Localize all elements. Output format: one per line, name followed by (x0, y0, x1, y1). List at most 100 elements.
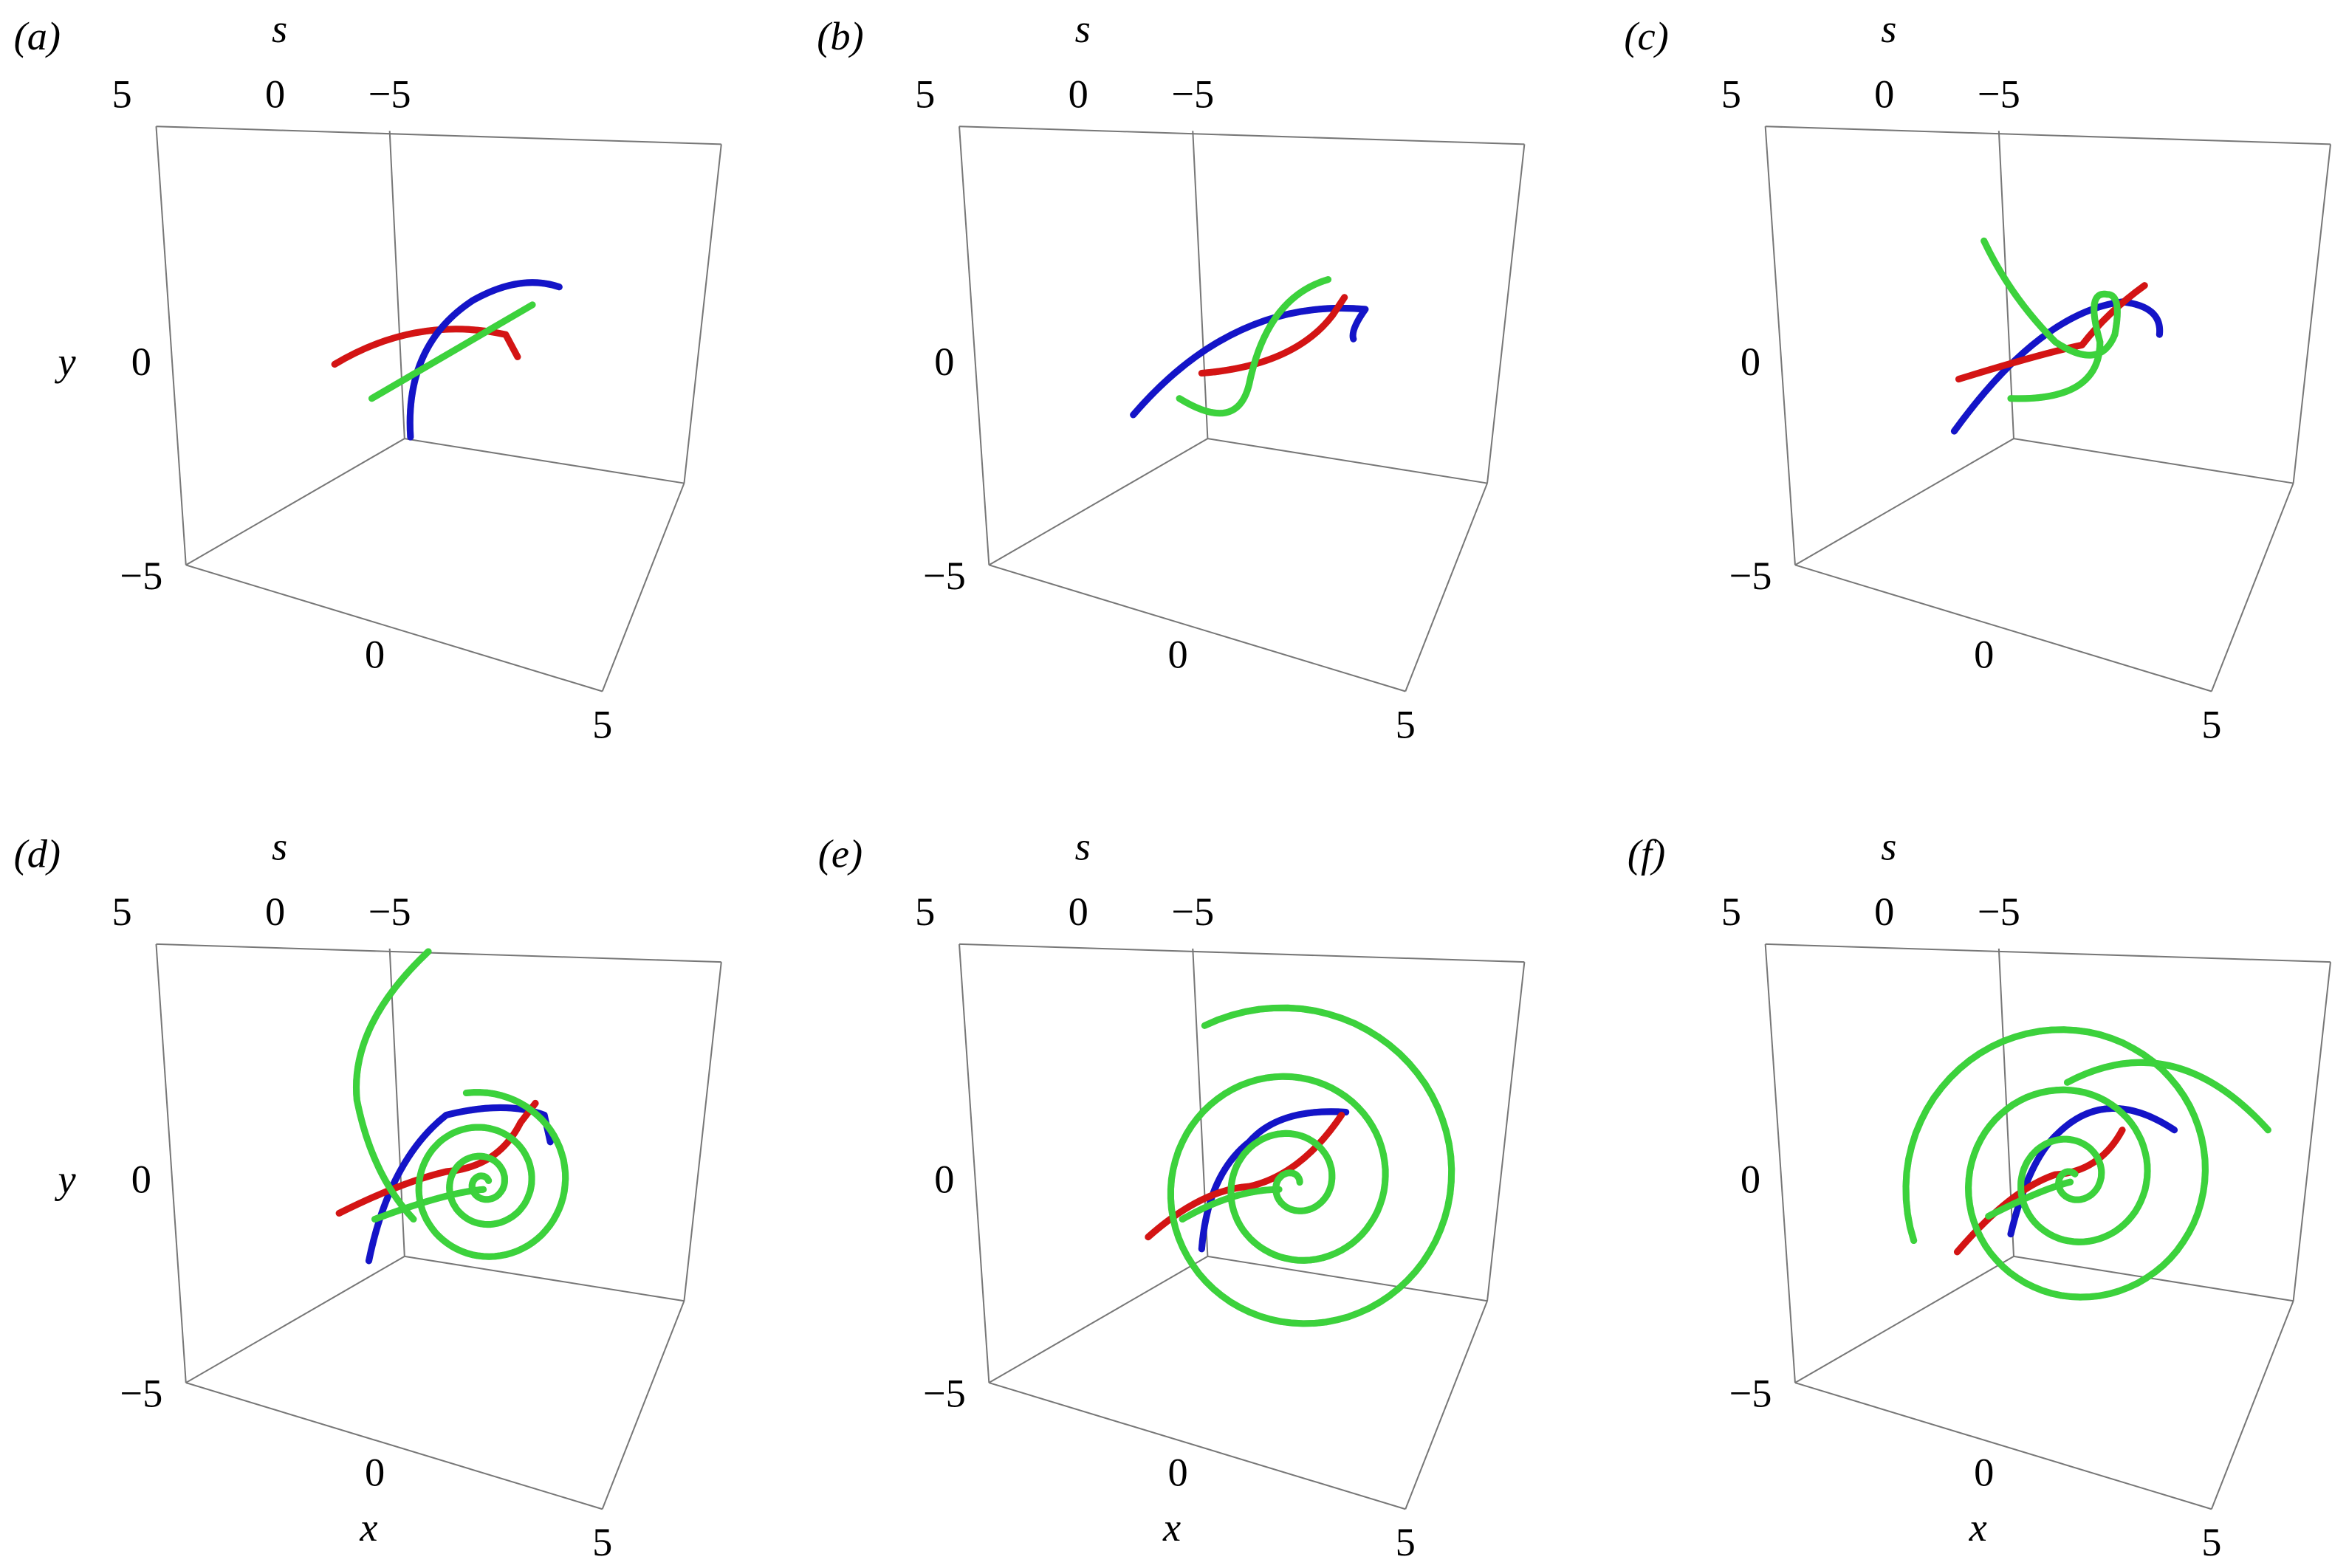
s-tick-label: 0 (1069, 890, 1088, 934)
box-edge (1794, 1255, 2014, 1383)
trajectory (353, 948, 432, 1223)
y-tick-label: −5 (120, 554, 162, 598)
s-tick-label: 5 (112, 72, 132, 116)
x-tick-label: 5 (1396, 1520, 1416, 1564)
curve-outline (1176, 276, 1332, 417)
x-tick-label: 0 (1974, 633, 1994, 677)
box-edge (989, 1382, 1406, 1510)
trajectory (368, 301, 536, 402)
x-tick-label: 0 (1974, 1450, 1994, 1494)
panel: (d) s 5 0 −5 0 −5 0 5 y x (14, 825, 722, 1564)
box-edge (155, 943, 187, 1383)
panel-label: (f) (1628, 832, 1665, 876)
y-tick-label: 0 (934, 1158, 954, 1202)
trajectory (406, 279, 563, 441)
trajectory (1130, 304, 1369, 419)
box-edge (1486, 144, 1526, 484)
y-tick-label: −5 (923, 554, 966, 598)
panel-label: (d) (14, 832, 61, 876)
panel: (f) s 5 0 −5 0 −5 0 5 x (1628, 825, 2331, 1564)
trajectory (2063, 1059, 2271, 1134)
y-tick-label: 0 (131, 340, 151, 384)
box-edge (404, 1255, 685, 1302)
s-tick-label: 0 (265, 890, 285, 934)
s-tick-label: 5 (112, 890, 132, 934)
s-tick-label: 5 (1721, 72, 1741, 116)
box-edge (1486, 961, 1526, 1301)
s-axis-title: s (1075, 7, 1091, 51)
y-tick-label: 0 (934, 340, 954, 384)
box-edge (2210, 483, 2294, 692)
s-tick-label: −5 (1978, 890, 2020, 934)
x-tick-label: 5 (1396, 702, 1416, 746)
box-edge (2292, 961, 2331, 1301)
trajectory (1953, 1127, 2126, 1256)
trajectory (1198, 294, 1348, 377)
s-tick-label: −5 (1978, 72, 2020, 116)
panel-label: (a) (14, 14, 61, 58)
y-axis-title: y (55, 1158, 77, 1202)
box-edge (1794, 564, 2212, 692)
x-tick-label: 0 (1168, 633, 1188, 677)
box-edge (959, 943, 1525, 963)
s-tick-label: 0 (265, 72, 285, 116)
box-edge (1405, 483, 1488, 692)
box-edge (1765, 125, 2331, 145)
box-edge (2292, 144, 2331, 484)
trajectory (1902, 1026, 2209, 1301)
x-tick-label: 0 (365, 1450, 385, 1494)
trajectory (1145, 1111, 1345, 1241)
y-tick-label: −5 (1729, 1372, 1772, 1416)
box-edge (958, 943, 990, 1383)
box-edge (601, 1300, 685, 1510)
s-tick-label: 0 (1069, 72, 1088, 116)
curve-outline (1950, 298, 2164, 435)
box-edge (1764, 126, 1796, 565)
s-tick-label: 0 (1874, 72, 1894, 116)
box-edge (156, 943, 721, 963)
s-tick-label: −5 (1171, 890, 1214, 934)
x-axis-title: x (1969, 1505, 1987, 1550)
box-edge (1192, 131, 1209, 439)
box-edge (155, 126, 187, 565)
box-edge (989, 564, 1406, 692)
box-edge (1207, 438, 1488, 484)
panel: (e) s 5 0 −5 0 −5 0 5 x (818, 825, 1526, 1564)
box-edge (185, 1255, 405, 1383)
panel-label: (e) (818, 832, 863, 876)
box-edge (185, 438, 405, 566)
x-tick-label: 5 (2201, 702, 2221, 746)
box-edge (1207, 1255, 1488, 1302)
box-edge (156, 125, 721, 145)
box-edge (2013, 1255, 2294, 1302)
box-edge (601, 483, 685, 692)
y-tick-label: 0 (1741, 340, 1760, 384)
s-axis-title: s (272, 825, 287, 869)
s-axis-title: s (1881, 825, 1896, 869)
s-axis-title: s (1075, 825, 1091, 869)
x-tick-label: 5 (592, 1520, 612, 1564)
trajectory (331, 326, 521, 368)
box-edge (988, 438, 1208, 566)
s-tick-label: 5 (915, 890, 935, 934)
s-tick-label: 0 (1874, 890, 1894, 934)
box-edge (1764, 943, 1796, 1383)
y-tick-label: −5 (120, 1372, 162, 1416)
box-edge (988, 1255, 1208, 1383)
y-tick-label: 0 (1741, 1158, 1760, 1202)
box-edge (683, 961, 722, 1301)
y-axis-title: y (55, 340, 77, 384)
s-tick-label: 5 (915, 72, 935, 116)
trajectory (1985, 1178, 2074, 1220)
s-tick-label: 5 (1721, 890, 1741, 934)
box-edge (959, 125, 1525, 145)
curve-outline (1145, 1111, 1345, 1241)
x-tick-label: 5 (2201, 1520, 2221, 1564)
s-axis-title: s (272, 7, 287, 51)
panel-label: (b) (817, 14, 863, 58)
box-edge (1794, 438, 2014, 566)
x-tick-label: 0 (1168, 1450, 1188, 1494)
panel: (b) s 5 0 −5 0 −5 0 5 (817, 7, 1526, 746)
